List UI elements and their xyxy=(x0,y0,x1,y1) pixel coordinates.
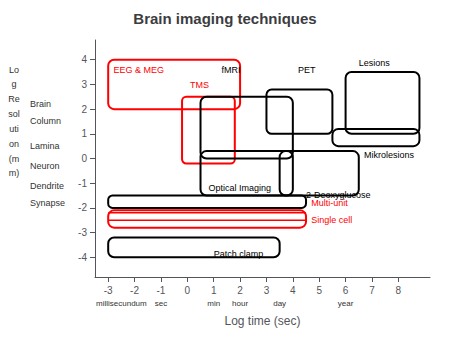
svg-text:3: 3 xyxy=(81,79,87,90)
svg-text:-2: -2 xyxy=(130,285,139,296)
svg-text:Re: Re xyxy=(8,94,20,104)
svg-text:Neuron: Neuron xyxy=(30,161,60,171)
svg-text:-3: -3 xyxy=(78,227,87,238)
svg-text:Brain imaging techniques: Brain imaging techniques xyxy=(133,10,316,27)
svg-text:Brain: Brain xyxy=(30,99,51,109)
svg-text:0: 0 xyxy=(185,285,191,296)
svg-text:uti: uti xyxy=(9,124,19,134)
svg-text:millisecundum: millisecundum xyxy=(96,299,147,308)
svg-text:min: min xyxy=(207,299,220,308)
svg-text:4: 4 xyxy=(290,285,296,296)
svg-text:PET: PET xyxy=(298,65,316,75)
svg-text:1: 1 xyxy=(81,128,87,139)
svg-text:-1: -1 xyxy=(78,178,87,189)
svg-text:-3: -3 xyxy=(104,285,113,296)
svg-text:year: year xyxy=(338,299,354,308)
svg-text:sol: sol xyxy=(8,109,20,119)
svg-text:Dendrite: Dendrite xyxy=(30,181,64,191)
svg-text:Lamina: Lamina xyxy=(30,141,60,151)
svg-text:Optical Imaging: Optical Imaging xyxy=(208,183,271,193)
svg-text:-1: -1 xyxy=(156,285,165,296)
svg-text:(m: (m xyxy=(9,154,20,164)
svg-text:2-Deoxyglucose: 2-Deoxyglucose xyxy=(306,189,371,200)
svg-text:1: 1 xyxy=(211,285,217,296)
svg-text:sec: sec xyxy=(155,299,167,308)
svg-text:7: 7 xyxy=(369,285,375,296)
svg-text:-2: -2 xyxy=(78,202,87,213)
svg-text:on: on xyxy=(9,139,19,149)
svg-text:EEG & MEG: EEG & MEG xyxy=(113,65,164,75)
svg-text:4: 4 xyxy=(81,54,87,65)
svg-text:Multi-unit: Multi-unit xyxy=(311,198,348,208)
svg-text:5: 5 xyxy=(316,285,322,296)
svg-text:6: 6 xyxy=(343,285,349,296)
svg-text:Synapse: Synapse xyxy=(30,198,65,208)
svg-text:fMRI: fMRI xyxy=(222,65,241,75)
svg-text:g: g xyxy=(11,79,16,89)
svg-text:Mikrolesions: Mikrolesions xyxy=(364,150,415,160)
svg-text:Log time (sec): Log time (sec) xyxy=(224,314,300,328)
svg-text:day: day xyxy=(273,299,286,308)
svg-text:2: 2 xyxy=(237,285,243,296)
svg-text:Single cell: Single cell xyxy=(311,215,352,225)
svg-text:-4: -4 xyxy=(78,252,87,263)
svg-text:TMS: TMS xyxy=(190,80,209,90)
svg-text:3: 3 xyxy=(264,285,270,296)
svg-text:Patch clamp: Patch clamp xyxy=(214,249,264,259)
svg-text:8: 8 xyxy=(396,285,402,296)
svg-text:0: 0 xyxy=(81,153,87,164)
svg-text:m): m) xyxy=(9,168,20,178)
svg-text:Lo: Lo xyxy=(9,65,19,75)
svg-text:Lesions: Lesions xyxy=(359,58,391,68)
svg-text:2: 2 xyxy=(81,104,87,115)
svg-text:Column: Column xyxy=(30,116,61,126)
svg-text:hour: hour xyxy=(232,299,248,308)
